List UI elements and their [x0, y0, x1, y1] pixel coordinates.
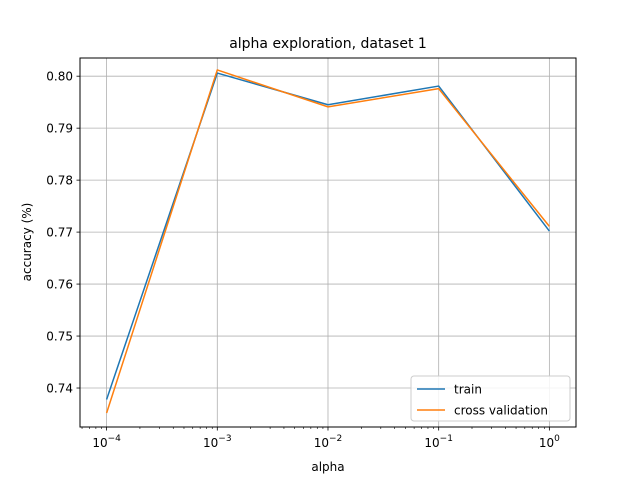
y-tick-label: 0.80 — [46, 70, 73, 84]
x-tick-label: 10−4 — [92, 434, 121, 450]
y-axis: 0.74 0.75 0.76 0.77 0.78 0.79 0.80 — [46, 70, 80, 396]
x-tick-label-base: 10 — [424, 436, 439, 450]
series-line-cross-validation — [105, 69, 550, 414]
x-tick-label-exponent: −2 — [329, 434, 342, 444]
x-tick-label: 10−3 — [203, 434, 232, 450]
y-tick-label: 0.79 — [46, 122, 73, 136]
y-tick-label: 0.76 — [46, 278, 73, 292]
x-tick-label: 100 — [539, 434, 560, 450]
x-tick-label: 10−2 — [314, 434, 343, 450]
y-axis-title: accuracy (%) — [20, 203, 34, 282]
legend-label: cross validation — [454, 404, 548, 418]
chart-title: alpha exploration, dataset 1 — [229, 36, 427, 52]
legend-box — [410, 375, 571, 422]
legend-label: train — [454, 383, 482, 397]
y-tick-label: 0.77 — [46, 226, 73, 240]
x-axis-title: alpha — [311, 460, 344, 474]
y-tick-label: 0.74 — [46, 382, 73, 396]
legend: train cross validation — [410, 375, 571, 422]
y-tick-label: 0.78 — [46, 174, 73, 188]
x-tick-label-base: 10 — [203, 436, 218, 450]
x-tick-label-exponent: −1 — [440, 434, 453, 444]
x-tick-label-exponent: 0 — [554, 434, 560, 444]
x-tick-label-base: 10 — [539, 436, 554, 450]
y-tick-label: 0.75 — [46, 330, 73, 344]
x-axis: 10−4 10−3 10−2 10−1 100 — [81, 427, 560, 450]
x-tick-label-base: 10 — [92, 436, 107, 450]
x-tick-label: 10−1 — [424, 434, 453, 450]
x-tick-label-exponent: −4 — [108, 434, 122, 444]
x-tick-label-exponent: −3 — [218, 434, 231, 444]
x-tick-label-base: 10 — [314, 436, 329, 450]
series-layer — [105, 69, 550, 414]
